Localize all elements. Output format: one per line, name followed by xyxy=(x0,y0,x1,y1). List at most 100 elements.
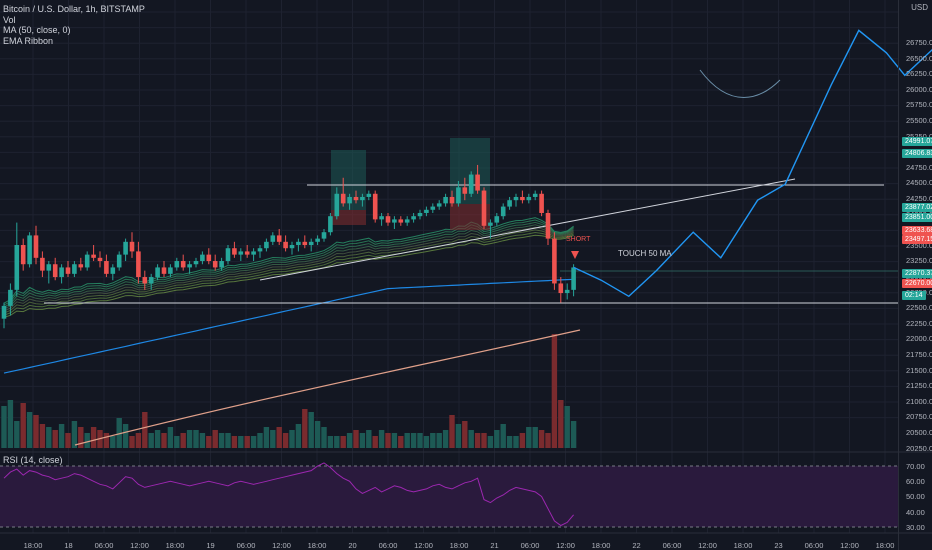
rsi-tick: 70.00 xyxy=(906,462,925,471)
volume-bar xyxy=(84,433,90,448)
volume-bar xyxy=(526,427,532,448)
candle-body xyxy=(417,212,423,217)
candle-body xyxy=(302,241,308,246)
volume-bar xyxy=(110,436,116,448)
ema-ribbon-slow xyxy=(3,278,574,374)
volume-bar xyxy=(570,421,577,448)
candle-body xyxy=(52,264,58,278)
time-tick: 12:00 xyxy=(272,541,291,550)
ribbon-line xyxy=(3,229,574,314)
chart-legend: Bitcoin / U.S. Dollar, 1h, BITSTAMP Vol … xyxy=(3,4,145,46)
candle-body xyxy=(296,241,301,246)
price-tick: 23250.00 xyxy=(906,256,932,266)
time-tick: 18:00 xyxy=(23,541,43,550)
candle-body xyxy=(494,216,500,223)
volume-bar xyxy=(154,430,161,448)
volume-bar xyxy=(135,433,142,448)
time-tick: 06:00 xyxy=(94,541,114,550)
price-tick: 26750.00 xyxy=(906,38,932,47)
candle-body xyxy=(500,206,506,217)
candle-body xyxy=(552,238,557,284)
candle-body xyxy=(340,193,346,204)
price-tag: 22870.37 xyxy=(902,269,932,278)
volume-bar xyxy=(321,427,327,448)
volume-bar xyxy=(500,424,506,448)
volume-bar xyxy=(180,433,186,448)
candle-body xyxy=(360,196,365,201)
volume-bar xyxy=(161,433,167,448)
touch-50ma-annotation[interactable]: TOUCH 50 MA xyxy=(618,249,672,258)
ribbon-label[interactable]: EMA Ribbon xyxy=(3,35,54,46)
candle-body xyxy=(334,193,340,217)
volume-bar xyxy=(314,421,321,448)
price-tag: 23633.68 xyxy=(902,226,932,235)
candle-body xyxy=(33,235,39,258)
volume-bar xyxy=(103,433,110,448)
candle-body xyxy=(264,241,269,249)
time-tick: 18:00 xyxy=(307,541,327,550)
volume-bar xyxy=(519,433,526,448)
price-tick: 22250.00 xyxy=(906,318,932,328)
candle-body xyxy=(392,219,397,223)
volume-bar xyxy=(538,430,545,448)
volume-bar xyxy=(250,436,257,448)
ma-line xyxy=(74,329,581,446)
candle-body xyxy=(308,241,314,246)
volume-bar xyxy=(46,427,52,448)
candle-body xyxy=(91,254,96,258)
volume-bar xyxy=(295,424,302,448)
volume-bar xyxy=(398,436,404,448)
volume-bars xyxy=(1,334,577,448)
volume-bar xyxy=(90,427,97,448)
candle-body xyxy=(244,251,250,255)
volume-bar xyxy=(26,412,33,448)
price-tick: 24750.00 xyxy=(906,162,932,172)
ma-label[interactable]: MA (50, close, 0) xyxy=(3,25,71,35)
time-tick: 12:00 xyxy=(840,541,859,550)
volume-bar xyxy=(282,433,289,448)
ribbon-line xyxy=(3,234,574,318)
candle-body xyxy=(270,235,276,242)
short-marker-icon xyxy=(571,251,579,259)
volume-bar xyxy=(225,433,231,448)
candle-body xyxy=(206,254,212,262)
volume-bar xyxy=(193,430,199,448)
volume-bar xyxy=(462,421,468,448)
candle-body xyxy=(97,257,103,262)
volume-bar xyxy=(231,436,238,448)
volume-bar xyxy=(449,415,455,448)
volume-bar xyxy=(142,412,148,448)
time-tick: 12:00 xyxy=(556,541,575,550)
candle-body xyxy=(430,206,436,210)
price-tick: 20500.00 xyxy=(906,428,932,437)
volume-bar xyxy=(78,427,84,448)
volume-bar xyxy=(212,430,218,448)
candle-body xyxy=(545,212,551,239)
volume-bar xyxy=(148,433,154,448)
volume-bar xyxy=(186,430,193,448)
time-tick: 18:00 xyxy=(165,541,185,550)
ma-50-line xyxy=(74,329,581,446)
rising-trendline xyxy=(259,178,796,281)
volume-bar xyxy=(14,421,20,448)
time-tick: 21 xyxy=(490,541,499,550)
volume-bar xyxy=(167,427,174,448)
volume-bar xyxy=(513,436,519,448)
volume-label[interactable]: Vol xyxy=(3,14,16,25)
candle-body xyxy=(174,261,180,268)
symbol-title[interactable]: Bitcoin / U.S. Dollar, 1h, BITSTAMP xyxy=(3,4,145,14)
candle-body xyxy=(110,267,116,274)
candle-body xyxy=(488,222,493,226)
volume-bar xyxy=(58,424,65,448)
candle-body xyxy=(40,257,45,271)
candle-body xyxy=(558,283,564,294)
volume-bar xyxy=(327,436,334,448)
rsi-tick: 50.00 xyxy=(906,492,925,502)
volume-bar xyxy=(474,433,481,448)
candle-body xyxy=(571,267,576,290)
short-annotation[interactable]: SHORT xyxy=(566,236,591,243)
candle-body xyxy=(283,241,288,249)
rsi-label[interactable]: RSI (14, close) xyxy=(3,455,63,465)
time-tick: 22 xyxy=(632,541,641,550)
